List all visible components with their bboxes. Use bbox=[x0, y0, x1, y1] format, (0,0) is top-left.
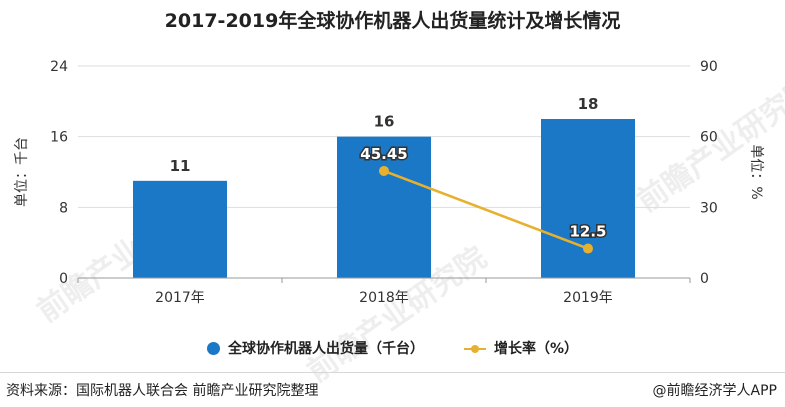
y-right-tick-label: 90 bbox=[700, 59, 718, 75]
bar bbox=[337, 136, 431, 278]
y-left-tick-label: 16 bbox=[50, 130, 68, 146]
growth-rate-label: 12.5 bbox=[569, 223, 606, 241]
growth-rate-point bbox=[379, 165, 389, 176]
credit-note: @前瞻经济学人APP bbox=[652, 383, 777, 399]
legend-item-line: 增长率（%） bbox=[463, 338, 579, 358]
y-right-tick-label: 30 bbox=[700, 200, 718, 216]
bar bbox=[541, 119, 635, 278]
legend-bar-swatch bbox=[206, 341, 220, 355]
y-left-tick-label: 24 bbox=[50, 59, 68, 75]
y-left-tick-label: 8 bbox=[59, 200, 68, 216]
legend-line-swatch bbox=[463, 342, 486, 355]
legend-item-bar: 全球协作机器人出货量（千台） bbox=[206, 338, 424, 358]
bar-value-label: 11 bbox=[170, 157, 191, 175]
footer-divider bbox=[0, 372, 785, 373]
x-tick-label: 2017年 bbox=[155, 290, 205, 306]
bar bbox=[133, 180, 227, 278]
y-right-tick-label: 60 bbox=[700, 130, 718, 146]
source-note: 资料来源：国际机器人联合会 前瞻产业研究院整理 bbox=[6, 383, 319, 399]
legend-line-label: 增长率（%） bbox=[493, 341, 579, 357]
growth-rate-point bbox=[583, 243, 593, 254]
x-tick-label: 2019年 bbox=[563, 290, 613, 306]
y-right-tick-label: 0 bbox=[700, 271, 709, 287]
legend-bar-label: 全球协作机器人出货量（千台） bbox=[227, 341, 424, 357]
growth-rate-label: 45.45 bbox=[360, 145, 407, 163]
y-left-tick-label: 0 bbox=[59, 271, 68, 287]
chart-title: 2017-2019年全球协作机器人出货量统计及增长情况 bbox=[164, 10, 621, 32]
bar-value-label: 16 bbox=[374, 113, 395, 131]
growth-rate-line bbox=[383, 169, 589, 250]
bar-value-label: 18 bbox=[578, 95, 599, 113]
legend: 全球协作机器人出货量（千台） 增长率（%） bbox=[0, 338, 785, 358]
x-tick-label: 2018年 bbox=[359, 290, 409, 306]
y-left-axis-label: 单位：千台 bbox=[14, 137, 30, 207]
y-right-axis-label: 单位：% bbox=[748, 144, 764, 199]
